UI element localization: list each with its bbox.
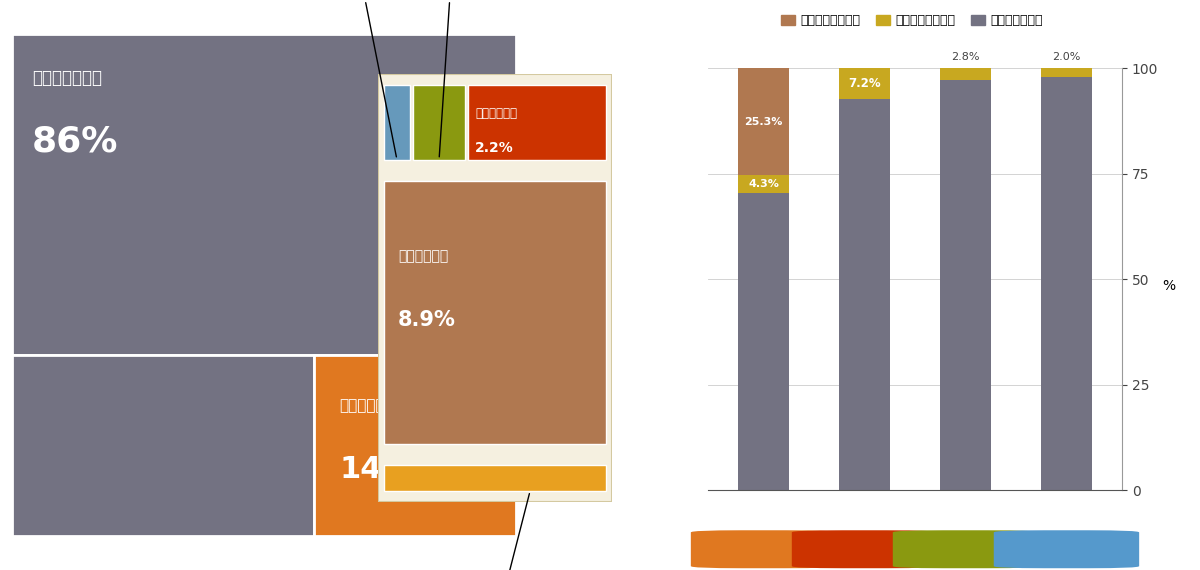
Text: 交通
0.8%: 交通 0.8% bbox=[436, 0, 466, 157]
Bar bbox=[12, 355, 314, 536]
Text: 産業用熱利用: 産業用熱利用 bbox=[475, 107, 517, 120]
Bar bbox=[384, 181, 606, 444]
Bar bbox=[738, 175, 788, 193]
Text: 7.2%: 7.2% bbox=[848, 77, 881, 90]
Bar bbox=[738, 193, 788, 490]
Text: 25.3%: 25.3% bbox=[744, 117, 782, 127]
Y-axis label: %: % bbox=[1163, 279, 1176, 294]
Bar bbox=[839, 68, 889, 99]
Polygon shape bbox=[378, 74, 516, 536]
Bar bbox=[384, 465, 606, 491]
Bar bbox=[12, 34, 516, 355]
FancyBboxPatch shape bbox=[691, 530, 836, 568]
Bar bbox=[1042, 77, 1092, 490]
Bar bbox=[941, 80, 991, 490]
Text: 2.0%: 2.0% bbox=[1052, 52, 1081, 62]
Text: 伝統的な暖房: 伝統的な暖房 bbox=[398, 249, 448, 263]
Text: 14%: 14% bbox=[340, 455, 413, 484]
Bar bbox=[738, 68, 788, 175]
Text: 2.2%: 2.2% bbox=[475, 141, 514, 155]
Bar bbox=[1042, 68, 1092, 77]
Bar bbox=[314, 355, 516, 536]
Text: 2.8%: 2.8% bbox=[952, 52, 979, 62]
FancyBboxPatch shape bbox=[893, 530, 1038, 568]
Text: バイオマス以外: バイオマス以外 bbox=[32, 70, 102, 87]
Text: 8.9%: 8.9% bbox=[398, 310, 456, 329]
FancyBboxPatch shape bbox=[792, 530, 937, 568]
Bar bbox=[384, 85, 410, 160]
Text: バイオマス: バイオマス bbox=[340, 398, 385, 413]
Bar bbox=[468, 85, 606, 160]
Legend: 伝統的バイオマス, 近代的バイオマス, バイオマス以外: 伝統的バイオマス, 近代的バイオマス, バイオマス以外 bbox=[775, 9, 1049, 32]
Bar bbox=[941, 68, 991, 80]
Bar bbox=[413, 85, 466, 160]
Text: 86%: 86% bbox=[32, 124, 119, 158]
Bar bbox=[839, 99, 889, 490]
Text: 電力
0.4%: 電力 0.4% bbox=[347, 0, 396, 157]
Text: 近代的な暖房
1.5%: 近代的な暖房 1.5% bbox=[479, 494, 529, 570]
FancyBboxPatch shape bbox=[994, 530, 1139, 568]
Text: 4.3%: 4.3% bbox=[748, 179, 779, 189]
